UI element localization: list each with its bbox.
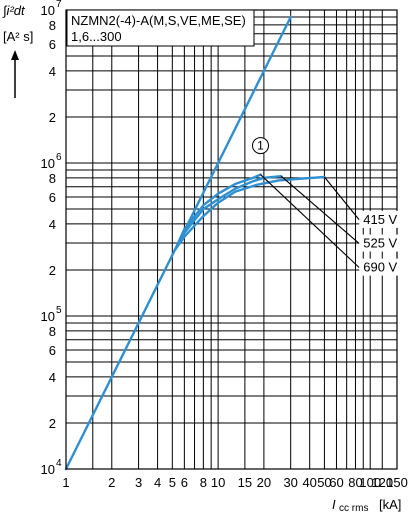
x-tick-label: 40 [302, 475, 316, 490]
y-tick-label: 2 [49, 416, 56, 431]
y-tick-label: 2 [49, 263, 56, 278]
grid-lines [65, 9, 398, 470]
x-tick-label: 100 [359, 475, 381, 490]
label-525-bg [359, 234, 406, 252]
x-tick-label: 150 [386, 475, 408, 490]
y-axis-unit: [A² s] [3, 29, 33, 44]
x-tick-label: 15 [238, 475, 252, 490]
x-axis-unit: [kA] [379, 497, 401, 512]
x-tick-label: 2 [108, 475, 115, 490]
y-tick-exponent: 4 [56, 458, 62, 469]
x-tick-label: 120 [371, 475, 393, 490]
label-690-bg [359, 258, 406, 276]
y-tick-exponent: 7 [56, 0, 62, 10]
y-tick-label: 6 [49, 37, 56, 52]
annotation-leaders [260, 174, 360, 269]
label-525: 525 V [363, 236, 397, 251]
y-tick-label: 2 [49, 110, 56, 125]
x-tick-label: 10 [211, 475, 225, 490]
curve-1-marker-circle [252, 137, 270, 155]
y-tick-label: 4 [49, 217, 56, 232]
chart-curves [64, 15, 326, 471]
y-tick-label: 4 [49, 370, 56, 385]
series-415v-line [173, 175, 326, 252]
label-690-leader [260, 174, 360, 269]
x-axis-label-sub: cc rms [339, 503, 368, 514]
x-tick-label: 4 [154, 475, 161, 490]
label-690: 690 V [363, 260, 397, 275]
curve-1-marker-label: 1 [257, 139, 264, 153]
label-415-leader [323, 176, 360, 221]
y-tick-label: 8 [49, 18, 56, 33]
y-tick-label: 4 [49, 64, 56, 79]
x-axis-label: I [332, 497, 336, 512]
label-415: 415 V [363, 212, 397, 227]
y-axis-arrow [11, 50, 19, 98]
y-tick-label: 8 [49, 324, 56, 339]
x-tick-label: 1 [62, 475, 69, 490]
chart-subtitle: 1,6...300 [71, 29, 122, 44]
x-tick-label: 20 [257, 475, 271, 490]
title-box-bg [66, 9, 255, 47]
chart-title: NZMN2(-4)-A(M,S,VE,ME,SE) [71, 13, 246, 28]
series-525v-line [173, 175, 283, 252]
series-690v-line [173, 173, 262, 252]
y-tick-exponent: 5 [56, 305, 62, 316]
y-tick-label: 6 [49, 190, 56, 205]
x-tick-label: 5 [169, 475, 176, 490]
x-tick-label: 6 [181, 475, 188, 490]
label-525-leader [280, 175, 360, 245]
plot-border [65, 9, 398, 470]
y-tick-label: 10 [41, 3, 55, 18]
y-tick-label: 10 [41, 462, 55, 477]
x-tick-label: 60 [329, 475, 343, 490]
x-tick-label: 8 [200, 475, 207, 490]
plot-frame [65, 9, 398, 470]
y-axis-label: ∫i²dt [2, 3, 26, 18]
label-415-bg [359, 210, 406, 228]
y-tick-label: 10 [41, 309, 55, 324]
x-tick-label: 50 [317, 475, 331, 490]
y-tick-label: 8 [49, 171, 56, 186]
y-tick-label: 6 [49, 343, 56, 358]
y-tick-exponent: 6 [56, 152, 62, 163]
x-tick-label: 80 [348, 475, 362, 490]
y-tick-label: 10 [41, 156, 55, 171]
series-annotations: 1 415 V 525 V 690 V [252, 137, 406, 276]
x-tick-label: 30 [283, 475, 297, 490]
x-tick-label: 3 [135, 475, 142, 490]
